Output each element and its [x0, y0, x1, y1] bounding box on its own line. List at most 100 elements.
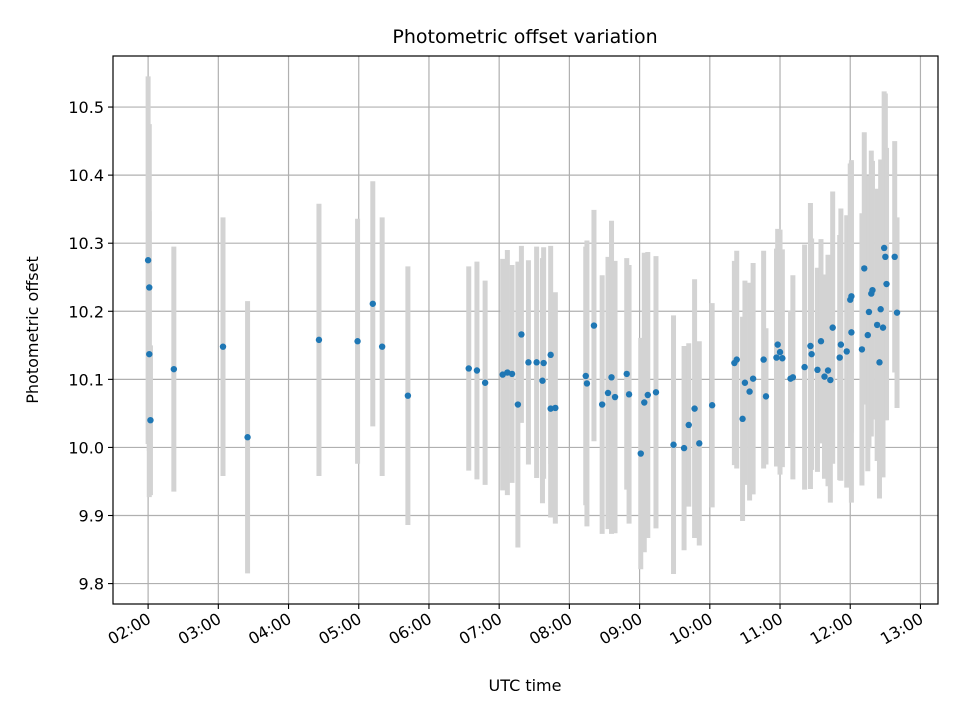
data-point	[864, 331, 871, 339]
data-point	[146, 284, 153, 291]
data-point	[776, 348, 784, 356]
data-point	[540, 359, 547, 367]
data-point	[525, 359, 532, 366]
data-point	[514, 401, 522, 408]
data-point	[865, 308, 873, 316]
data-point	[590, 322, 598, 329]
y-tick-label: 10.3	[68, 234, 104, 253]
y-tick-label: 9.9	[79, 507, 104, 526]
data-point	[404, 392, 412, 399]
data-point	[848, 329, 855, 336]
data-point	[891, 253, 898, 261]
data-point	[808, 350, 815, 358]
data-point	[481, 379, 489, 386]
y-tick-label: 10.2	[68, 302, 104, 321]
y-tick-label: 10.5	[68, 98, 104, 117]
data-point	[882, 253, 889, 261]
data-point	[354, 338, 361, 345]
data-point	[879, 324, 887, 331]
data-point	[547, 351, 554, 359]
data-point	[741, 379, 749, 386]
y-axis-ticks: 9.8 9.9 10.0 10.1 10.2 10.3 10.4 10.5	[68, 98, 113, 594]
data-point	[749, 375, 757, 382]
data-point	[708, 402, 716, 409]
y-tick-label: 10.0	[68, 438, 104, 457]
data-point	[760, 356, 767, 363]
data-point	[691, 405, 698, 412]
data-point	[824, 367, 832, 374]
x-axis-label: UTC time	[489, 676, 562, 695]
data-point	[473, 367, 481, 374]
data-point	[821, 373, 828, 380]
data-point	[883, 280, 890, 288]
data-point	[547, 405, 554, 412]
data-point	[378, 343, 386, 350]
data-point	[876, 359, 883, 366]
data-point	[582, 372, 589, 380]
data-point	[848, 293, 855, 300]
data-point	[508, 370, 516, 378]
data-point	[873, 321, 881, 329]
data-point	[869, 286, 876, 294]
data-point	[147, 416, 154, 424]
data-point	[315, 336, 323, 344]
y-tick-label: 9.8	[79, 575, 104, 594]
data-point	[244, 434, 251, 441]
data-point	[779, 355, 786, 362]
data-point	[144, 257, 152, 264]
data-point	[533, 359, 540, 366]
data-point	[861, 265, 868, 272]
data-point	[774, 341, 781, 348]
data-point	[773, 354, 780, 361]
data-point	[739, 415, 746, 423]
data-point	[637, 450, 644, 457]
data-point	[369, 300, 376, 307]
data-point	[801, 363, 808, 371]
y-tick-label: 10.1	[68, 370, 104, 389]
data-point	[858, 346, 866, 353]
data-point	[789, 374, 797, 381]
data-point	[733, 356, 740, 363]
data-point	[611, 393, 619, 401]
data-point	[583, 380, 591, 387]
data-point	[837, 341, 845, 348]
data-point	[539, 377, 546, 384]
data-point	[641, 399, 648, 406]
data-point	[170, 365, 178, 373]
data-point	[604, 389, 612, 397]
data-point	[146, 350, 153, 358]
data-point	[893, 309, 901, 316]
data-point	[623, 370, 630, 378]
data-point	[552, 404, 559, 412]
data-point	[680, 444, 688, 452]
data-point	[518, 331, 525, 338]
data-point	[670, 441, 677, 448]
plot-frame	[112, 55, 939, 605]
y-tick-label: 10.4	[68, 166, 104, 185]
data-point	[465, 365, 472, 372]
data-point	[608, 374, 615, 381]
data-point	[817, 338, 825, 345]
data-point	[685, 421, 692, 429]
data-point	[807, 342, 814, 350]
data-point	[829, 324, 836, 331]
data-point	[219, 343, 227, 350]
data-point	[652, 389, 660, 396]
data-point	[598, 401, 606, 408]
data-point	[696, 440, 703, 447]
chart-title: Photometric offset variation	[392, 26, 657, 48]
data-point	[880, 244, 888, 252]
data-points	[144, 244, 901, 457]
data-point	[746, 388, 753, 395]
y-axis-label: Photometric offset	[23, 256, 42, 404]
data-point	[625, 391, 633, 398]
data-point	[827, 376, 834, 384]
data-point	[644, 391, 651, 399]
data-point	[843, 348, 850, 355]
data-point	[762, 393, 770, 400]
data-point	[877, 306, 884, 313]
data-point	[836, 354, 843, 361]
data-point	[814, 366, 821, 374]
